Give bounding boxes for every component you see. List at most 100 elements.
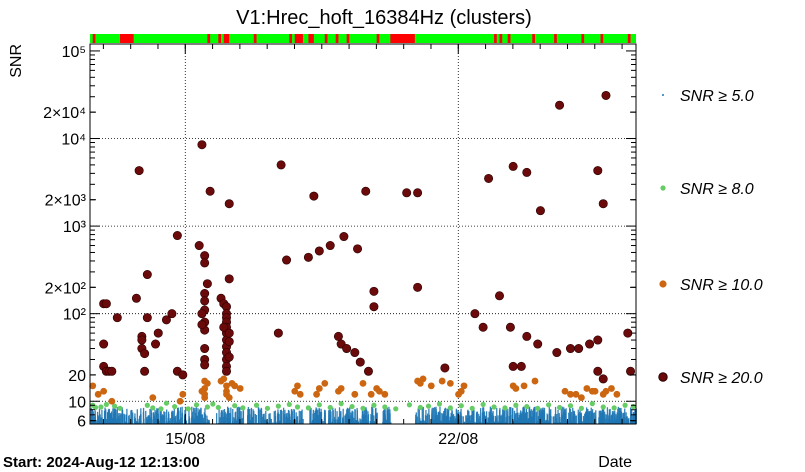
point-snr5 (248, 416, 250, 424)
point-snr5 (188, 416, 190, 424)
point-snr8 (253, 402, 260, 408)
legend-item-snr20: SNR ≥ 20.0 (658, 370, 763, 387)
point-snr5 (270, 418, 273, 424)
point-snr10 (567, 390, 574, 398)
point-snr5 (225, 413, 227, 424)
point-snr5 (436, 416, 438, 424)
point-snr5 (545, 419, 547, 424)
point-snr5 (265, 410, 267, 424)
point-snr5 (130, 409, 132, 424)
point-snr5 (554, 414, 556, 424)
point-snr5 (312, 413, 314, 424)
point-snr5 (572, 407, 574, 424)
point-snr5 (500, 415, 502, 424)
point-snr20 (273, 328, 283, 338)
point-snr5 (574, 422, 576, 424)
point-snr10 (578, 394, 585, 402)
point-snr5 (625, 416, 627, 424)
point-snr5 (284, 409, 286, 424)
segment-off (494, 34, 497, 43)
point-snr10 (561, 387, 569, 395)
legend-label: SNR ≥ 8.0 (680, 181, 754, 198)
point-snr5 (527, 418, 529, 424)
point-snr20 (522, 167, 532, 177)
point-snr5 (176, 408, 179, 424)
point-snr20 (440, 363, 450, 373)
point-snr5 (291, 410, 293, 424)
point-snr20 (200, 344, 210, 354)
point-snr5 (262, 413, 264, 424)
point-snr5 (161, 417, 163, 424)
point-snr5 (587, 416, 589, 424)
point-snr5 (612, 411, 615, 424)
point-snr20 (205, 186, 215, 196)
point-snr5 (101, 409, 103, 424)
legend-marker (660, 185, 666, 191)
point-snr5 (346, 414, 349, 424)
point-snr5 (609, 408, 611, 424)
point-snr10 (315, 385, 323, 392)
point-snr5 (487, 417, 489, 424)
axis-frame (89, 43, 637, 425)
point-snr5 (606, 407, 609, 424)
point-snr5 (611, 419, 614, 424)
point-snr5 (542, 416, 544, 424)
point-snr20 (565, 344, 575, 354)
point-snr5 (504, 408, 506, 424)
point-snr5 (322, 421, 324, 424)
point-snr5 (547, 422, 550, 424)
point-snr5 (279, 421, 281, 424)
point-snr5 (314, 410, 316, 424)
point-snr5 (298, 419, 301, 424)
point-snr5 (510, 422, 512, 424)
point-snr5 (137, 422, 139, 424)
point-snr5 (204, 419, 206, 424)
point-snr5 (360, 422, 362, 424)
point-snr5 (113, 408, 115, 424)
point-snr5 (373, 421, 376, 424)
point-snr10 (367, 390, 375, 398)
series-snr8 (90, 400, 636, 412)
point-snr5 (175, 415, 177, 424)
point-snr5 (359, 418, 361, 424)
point-snr20 (303, 252, 313, 262)
point-snr5 (353, 422, 355, 424)
point-snr10 (296, 390, 304, 398)
point-snr10 (100, 387, 108, 395)
point-snr5 (480, 422, 482, 424)
segment-off (346, 34, 350, 43)
point-snr5 (535, 412, 537, 424)
point-snr5 (310, 407, 312, 424)
point-snr5 (265, 421, 268, 424)
y-tick-label: 2×10² (45, 280, 87, 297)
point-snr5 (153, 415, 156, 424)
point-snr5 (92, 411, 95, 424)
point-snr8 (193, 402, 200, 408)
point-snr5 (113, 422, 115, 424)
point-snr5 (334, 408, 336, 424)
point-snr5 (263, 413, 265, 424)
point-snr5 (125, 414, 127, 424)
point-snr5 (543, 407, 546, 424)
point-snr8 (264, 405, 271, 411)
point-snr5 (172, 411, 174, 424)
point-snr5 (116, 406, 118, 424)
point-snr20 (593, 166, 603, 176)
point-snr5 (191, 416, 194, 424)
point-snr5 (274, 415, 277, 424)
point-snr5 (560, 407, 562, 424)
point-snr5 (142, 411, 145, 424)
point-snr5 (389, 409, 391, 424)
point-snr5 (497, 415, 499, 424)
legend-item-snr5: SNR ≥ 5.0 (662, 88, 754, 105)
point-snr5 (367, 415, 369, 424)
segment-off (581, 34, 585, 43)
point-snr5 (195, 421, 197, 424)
point-snr5 (602, 409, 604, 424)
point-snr5 (203, 421, 205, 424)
y-tick-label: 10⁵ (62, 44, 86, 61)
point-snr20 (516, 361, 526, 371)
series-snr5 (90, 406, 638, 424)
point-snr8 (600, 404, 606, 410)
point-snr5 (131, 420, 133, 424)
